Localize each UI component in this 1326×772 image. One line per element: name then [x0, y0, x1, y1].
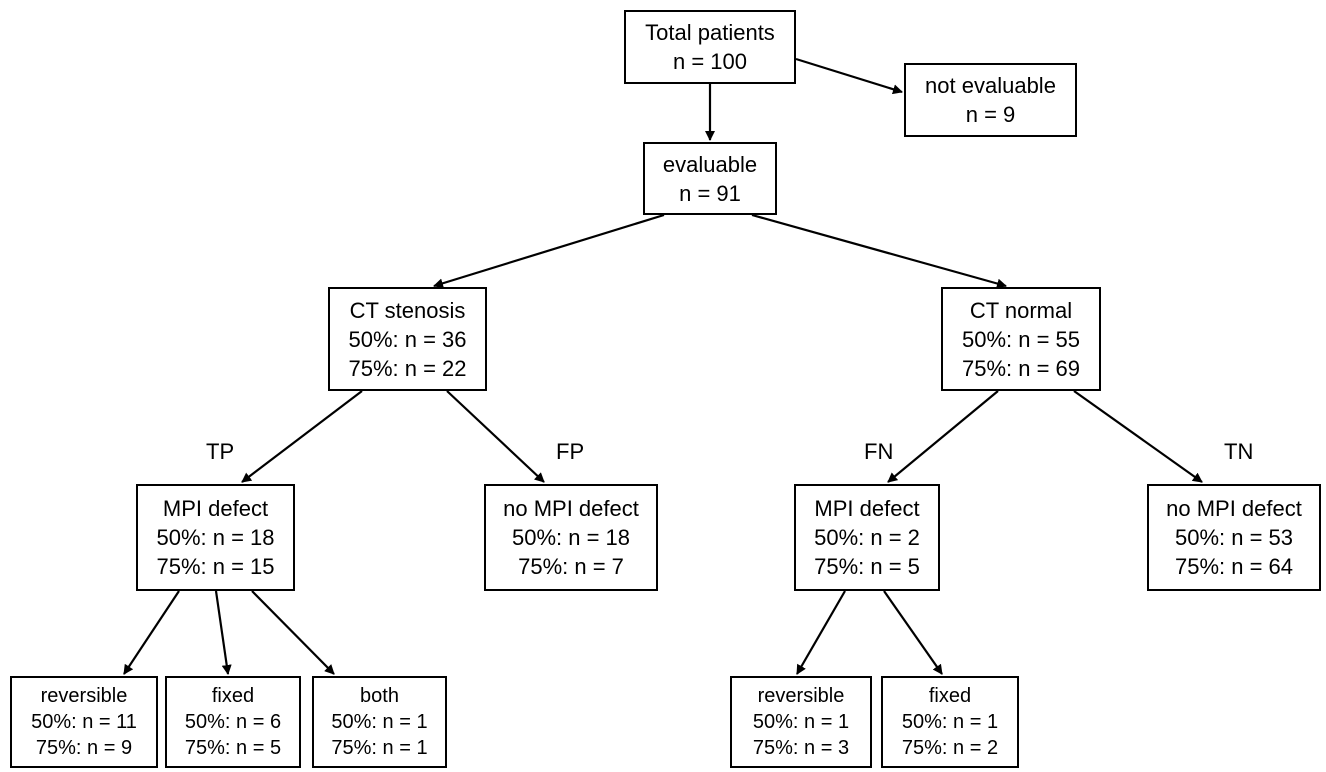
node-line: 50%: n = 53: [1174, 525, 1294, 550]
node-line: both: [360, 685, 399, 707]
edge-label-fn: FN: [864, 439, 894, 464]
node-not-evaluable: not evaluable n = 9: [904, 63, 1077, 137]
arrow-fn-to-reversible: [796, 590, 846, 675]
arrow-evaluable-to-ct-stenosis: [433, 213, 665, 289]
node-line: no MPI defect: [1166, 496, 1302, 521]
node-tp-reversible: reversible 50%: n = 11 75%: n = 9: [10, 676, 158, 768]
node-line: MPI defect: [814, 496, 920, 521]
node-ct-stenosis: CT stenosis 50%: n = 36 75%: n = 22: [328, 287, 487, 391]
node-line: 75%: n = 5: [814, 554, 920, 579]
arrow-total-to-not-evaluable: [795, 57, 903, 95]
node-line: 75%: n = 5: [184, 737, 282, 759]
arrow-evaluable-to-ct-normal: [751, 213, 1007, 289]
node-line: Total patients: [645, 20, 775, 45]
node-line: 75%: n = 2: [901, 737, 999, 759]
node-fp-no-mpi-defect: no MPI defect 50%: n = 18 75%: n = 7: [484, 484, 658, 591]
edge-label-tn: TN: [1224, 439, 1254, 464]
node-fn-fixed: fixed 50%: n = 1 75%: n = 2: [881, 676, 1019, 768]
arrow-tp-to-both: [251, 590, 335, 675]
node-line: 75%: n = 22: [348, 355, 467, 381]
node-fn-mpi-defect: MPI defect 50%: n = 2 75%: n = 5: [794, 484, 940, 591]
arrow-ct-stenosis-to-tp: [241, 390, 363, 483]
arrow-ct-normal-to-tn: [1073, 390, 1203, 483]
node-line: not evaluable: [925, 73, 1056, 98]
edge-label-fp: FP: [556, 439, 585, 464]
node-tp-fixed: fixed 50%: n = 6 75%: n = 5: [165, 676, 301, 768]
arrow-ct-stenosis-to-fp: [446, 390, 545, 483]
node-line: fixed: [928, 685, 972, 707]
node-line: 50%: n = 18: [156, 525, 275, 550]
node-line: CT normal: [969, 297, 1073, 323]
node-line: n = 9: [965, 102, 1016, 127]
node-line: evaluable: [662, 151, 758, 177]
node-line: 50%: n = 1: [752, 711, 850, 733]
node-line: reversible: [40, 685, 128, 707]
node-ct-normal: CT normal 50%: n = 55 75%: n = 69: [941, 287, 1101, 391]
node-line: 50%: n = 55: [961, 326, 1081, 352]
node-tp-both: both 50%: n = 1 75%: n = 1: [312, 676, 447, 768]
node-total-patients: Total patients n = 100: [624, 10, 796, 84]
node-line: 75%: n = 9: [35, 737, 133, 759]
node-line: 50%: n = 11: [31, 711, 137, 733]
node-line: 50%: n = 36: [348, 326, 467, 352]
arrow-tp-to-reversible: [123, 590, 180, 675]
node-line: no MPI defect: [503, 496, 639, 521]
node-line: 50%: n = 1: [331, 711, 428, 733]
node-line: 75%: n = 64: [1174, 554, 1294, 579]
node-evaluable: evaluable n = 91: [643, 142, 777, 215]
node-line: 50%: n = 1: [901, 711, 999, 733]
node-line: 75%: n = 7: [518, 554, 624, 579]
node-tn-no-mpi-defect: no MPI defect 50%: n = 53 75%: n = 64: [1147, 484, 1321, 591]
node-line: 75%: n = 3: [752, 737, 850, 759]
node-line: n = 100: [672, 49, 747, 74]
node-line: 50%: n = 6: [184, 711, 282, 733]
node-line: 75%: n = 69: [961, 355, 1081, 381]
node-line: fixed: [211, 685, 255, 707]
node-line: 50%: n = 2: [814, 525, 920, 550]
node-line: MPI defect: [162, 496, 269, 521]
arrow-ct-normal-to-fn: [887, 390, 999, 483]
arrow-tp-to-fixed: [214, 590, 232, 675]
arrow-fn-to-fixed: [883, 590, 943, 675]
node-line: 50%: n = 18: [511, 525, 631, 550]
node-line: n = 91: [679, 180, 741, 206]
node-line: CT stenosis: [349, 297, 466, 323]
node-tp-mpi-defect: MPI defect 50%: n = 18 75%: n = 15: [136, 484, 295, 591]
node-line: 75%: n = 1: [331, 737, 428, 759]
edge-label-tp: TP: [206, 439, 235, 464]
node-line: reversible: [757, 685, 845, 707]
node-line: 75%: n = 15: [156, 554, 275, 579]
node-fn-reversible: reversible 50%: n = 1 75%: n = 3: [730, 676, 872, 768]
